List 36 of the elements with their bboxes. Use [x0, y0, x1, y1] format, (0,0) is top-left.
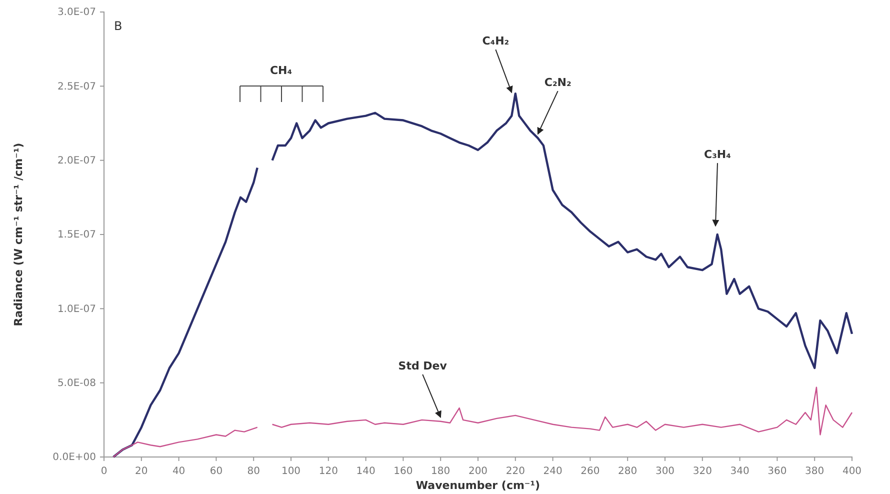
x-tick-label: 220: [506, 466, 525, 478]
x-tick-label: 60: [210, 466, 223, 478]
x-tick-label: 340: [730, 466, 750, 478]
y-tick-label: 0.0E+00: [52, 452, 96, 464]
x-tick-label: 300: [655, 466, 675, 478]
x-tick-label: 160: [394, 466, 413, 478]
x-tick-label: 260: [580, 466, 600, 478]
annotation: C₂N₂: [544, 76, 572, 90]
x-tick-label: 320: [692, 466, 712, 478]
x-tick-label: 140: [356, 466, 376, 478]
x-tick-label: 100: [281, 466, 301, 478]
x-tick-label: 0: [100, 466, 108, 478]
annotation: C₄H₂: [482, 34, 510, 48]
x-axis-title: Wavenumber (cm⁻¹): [416, 479, 540, 492]
x-tick-label: 40: [172, 466, 186, 478]
x-tick-label: 80: [247, 466, 260, 478]
y-tick-label: 5.0E-08: [57, 378, 96, 390]
annotation: B: [114, 19, 122, 33]
x-tick-label: 180: [431, 466, 450, 478]
x-tick-label: 380: [805, 466, 824, 478]
annotation: C₃H₄: [704, 148, 732, 162]
x-tick-label: 20: [135, 466, 148, 478]
y-axis-title: Radiance (W cm⁻¹ str⁻¹ /cm⁻¹): [12, 142, 25, 326]
y-tick-label: 2.0E-07: [57, 156, 96, 167]
y-tick-label: 1.5E-07: [57, 230, 96, 241]
annotation: CH₄: [270, 64, 292, 77]
x-tick-label: 400: [842, 466, 862, 478]
x-tick-label: 280: [618, 466, 638, 478]
x-tick-label: 120: [318, 466, 338, 478]
annotation: Std Dev: [398, 359, 448, 372]
y-tick-label: 1.0E-07: [57, 304, 96, 315]
x-tick-label: 360: [768, 466, 787, 478]
y-tick-label: 2.5E-07: [57, 81, 96, 92]
x-tick-label: 200: [468, 466, 488, 478]
y-tick-label: 3.0E-07: [57, 7, 96, 18]
x-tick-label: 240: [543, 466, 562, 478]
